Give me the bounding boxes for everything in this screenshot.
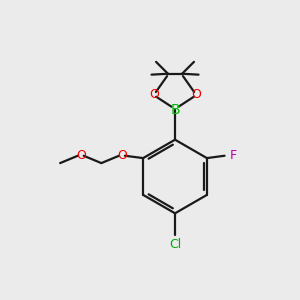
Text: F: F [230,149,237,162]
Text: O: O [117,149,127,162]
Text: Cl: Cl [169,238,181,251]
Text: O: O [76,149,86,162]
Text: O: O [149,88,159,101]
Text: O: O [191,88,201,101]
Text: B: B [170,103,180,117]
